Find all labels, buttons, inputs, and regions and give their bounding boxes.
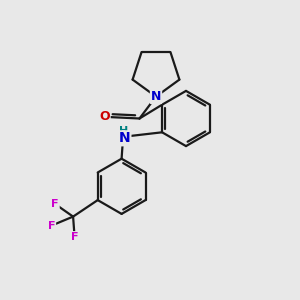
Text: N: N <box>119 131 130 145</box>
Text: F: F <box>71 232 78 242</box>
Text: H: H <box>119 126 128 136</box>
Text: F: F <box>48 220 55 231</box>
Text: O: O <box>99 110 110 124</box>
Text: F: F <box>51 199 59 209</box>
Text: N: N <box>151 90 161 103</box>
